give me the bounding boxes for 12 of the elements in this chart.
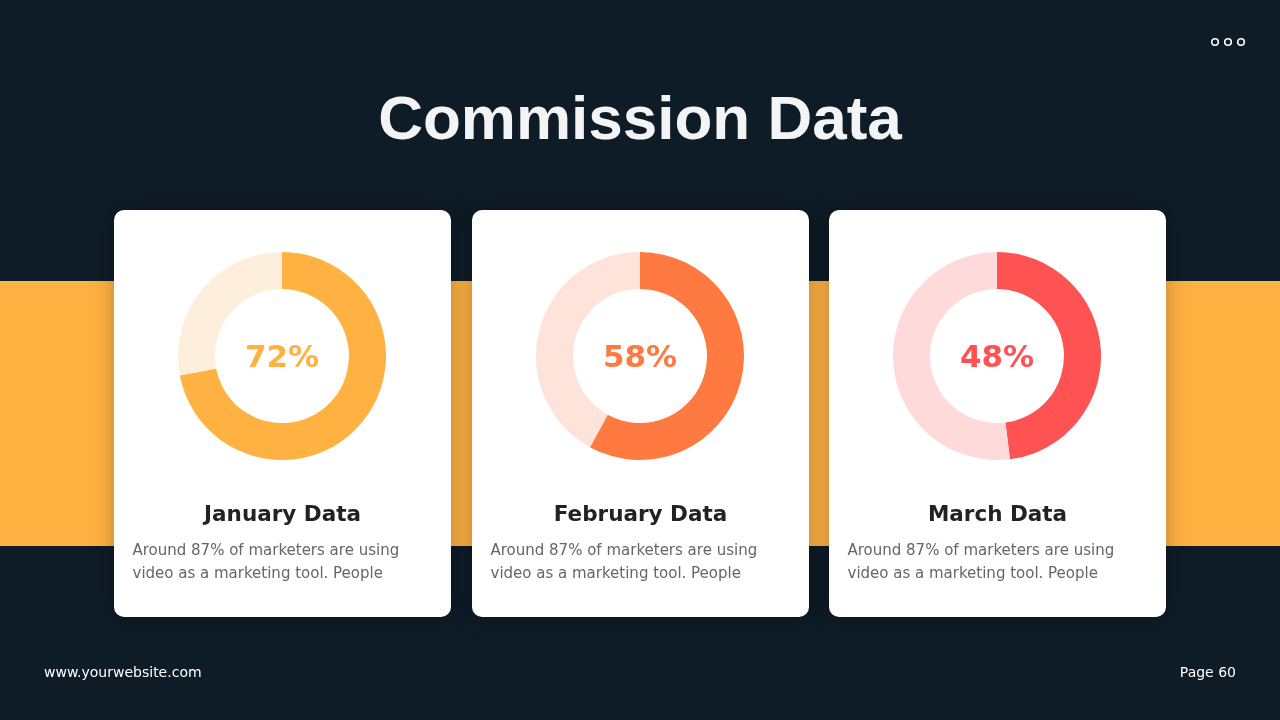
text: Around 87% of marketers are using video as a marketing tool. People [132, 540, 404, 582]
text: www.yourwebsite.com [44, 663, 202, 682]
text: March Data [927, 500, 1068, 526]
text: January Data [202, 500, 361, 526]
text: February Data [553, 500, 728, 526]
text: Around 87% of marketers are using video as a marketing tool. People [490, 540, 762, 582]
text: 48% [959, 338, 1035, 374]
text: Page 60 [1179, 663, 1236, 682]
text: Commission Data [377, 82, 903, 154]
text: Around 87% of marketers are using video as a marketing tool. People [847, 540, 1119, 582]
text: 72% [244, 338, 320, 374]
text: 58% [602, 338, 678, 374]
